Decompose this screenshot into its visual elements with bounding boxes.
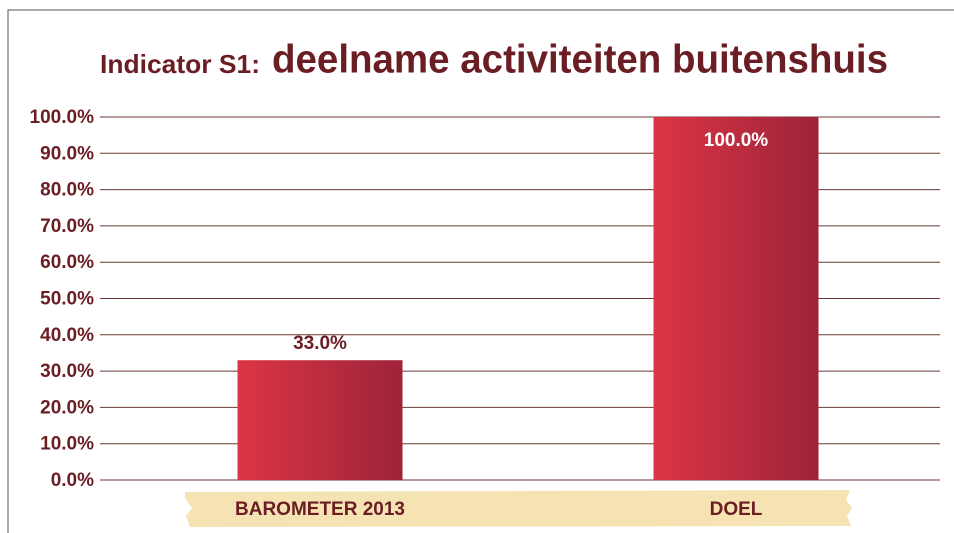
x-tick-label: DOEL — [710, 499, 763, 520]
category-ribbon — [185, 490, 852, 527]
y-tick-label: 60.0% — [40, 252, 94, 273]
y-tick-label: 90.0% — [40, 143, 94, 164]
x-tick-label: BAROMETER 2013 — [235, 499, 405, 520]
y-tick-label: 10.0% — [40, 434, 94, 455]
y-tick-label: 20.0% — [40, 397, 94, 418]
y-tick-label: 50.0% — [40, 289, 94, 310]
bar — [653, 117, 819, 480]
bar — [237, 360, 403, 480]
y-tick-label: 40.0% — [40, 325, 94, 346]
data-label: 33.0% — [293, 333, 347, 354]
y-tick-label: 80.0% — [40, 180, 94, 201]
frame — [7, 9, 954, 533]
data-label: 100.0% — [704, 130, 769, 151]
y-tick-label: 100.0% — [30, 107, 95, 128]
y-tick-label: 30.0% — [40, 361, 94, 382]
y-tick-label: 0.0% — [51, 470, 94, 491]
chart-title: deelname activiteiten buitenshuis — [272, 38, 888, 82]
y-tick-label: 70.0% — [40, 216, 94, 237]
chart-title: Indicator S1: — [100, 49, 260, 79]
